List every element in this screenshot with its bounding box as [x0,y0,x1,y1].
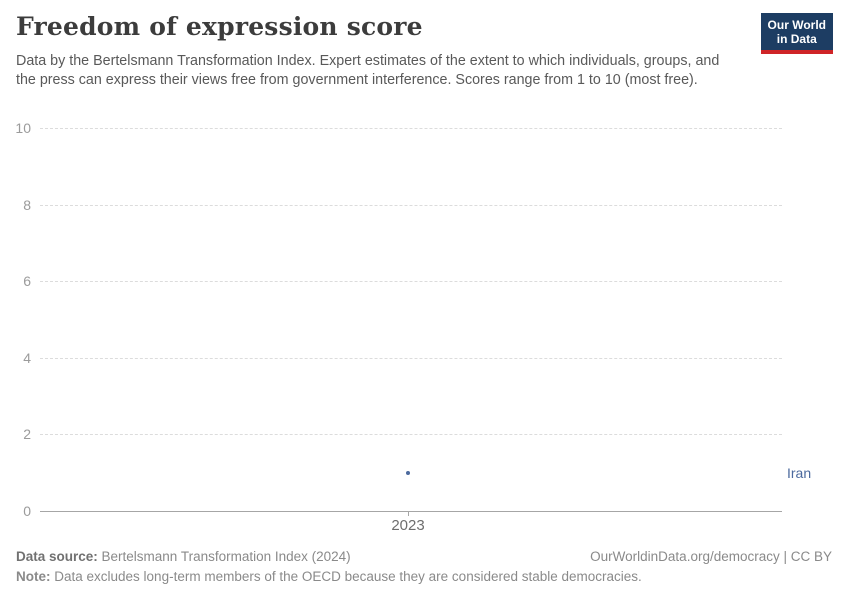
chart-note: Note: Data excludes long-term members of… [16,568,832,585]
x-axis-baseline [40,511,782,512]
y-axis-tick-label: 6 [23,273,31,290]
chart-subtitle: Data by the Bertelsmann Transformation I… [16,53,720,88]
y-axis-tick-label: 0 [23,503,31,519]
y-axis-tick-label: 10 [15,120,31,136]
data-point-iran[interactable] [406,470,410,475]
x-axis-tick-mark [408,511,409,516]
note-text: Data excludes long-term members of the O… [50,569,642,584]
data-source-line: Data source: Bertelsmann Transformation … [16,548,351,565]
attribution-link[interactable]: OurWorldinData.org/democracy | CC BY [590,549,832,564]
chart-footer: Data source: Bertelsmann Transformation … [16,548,832,565]
y-gridline [40,357,782,359]
note-label: Note: [16,569,51,584]
y-gridline [40,128,782,129]
y-gridline [40,204,782,206]
y-gridline [40,281,782,283]
data-source-text: Bertelsmann Transformation Index (2024) [97,549,351,564]
logo-line-1: Our World [767,18,826,32]
y-gridline [40,434,782,436]
chart-title: Freedom of expression score [16,12,423,41]
data-source-label: Data source: [16,549,98,564]
logo-line-2: in Data [776,32,817,46]
y-axis-tick-label: 4 [23,349,31,366]
owid-logo: Our World in Data [760,13,833,54]
x-axis-tick-label: 2023 [391,517,425,534]
y-axis-tick-label: 8 [23,196,31,213]
entity-label-iran[interactable]: Iran [787,464,812,481]
y-axis-tick-label: 2 [23,426,31,443]
